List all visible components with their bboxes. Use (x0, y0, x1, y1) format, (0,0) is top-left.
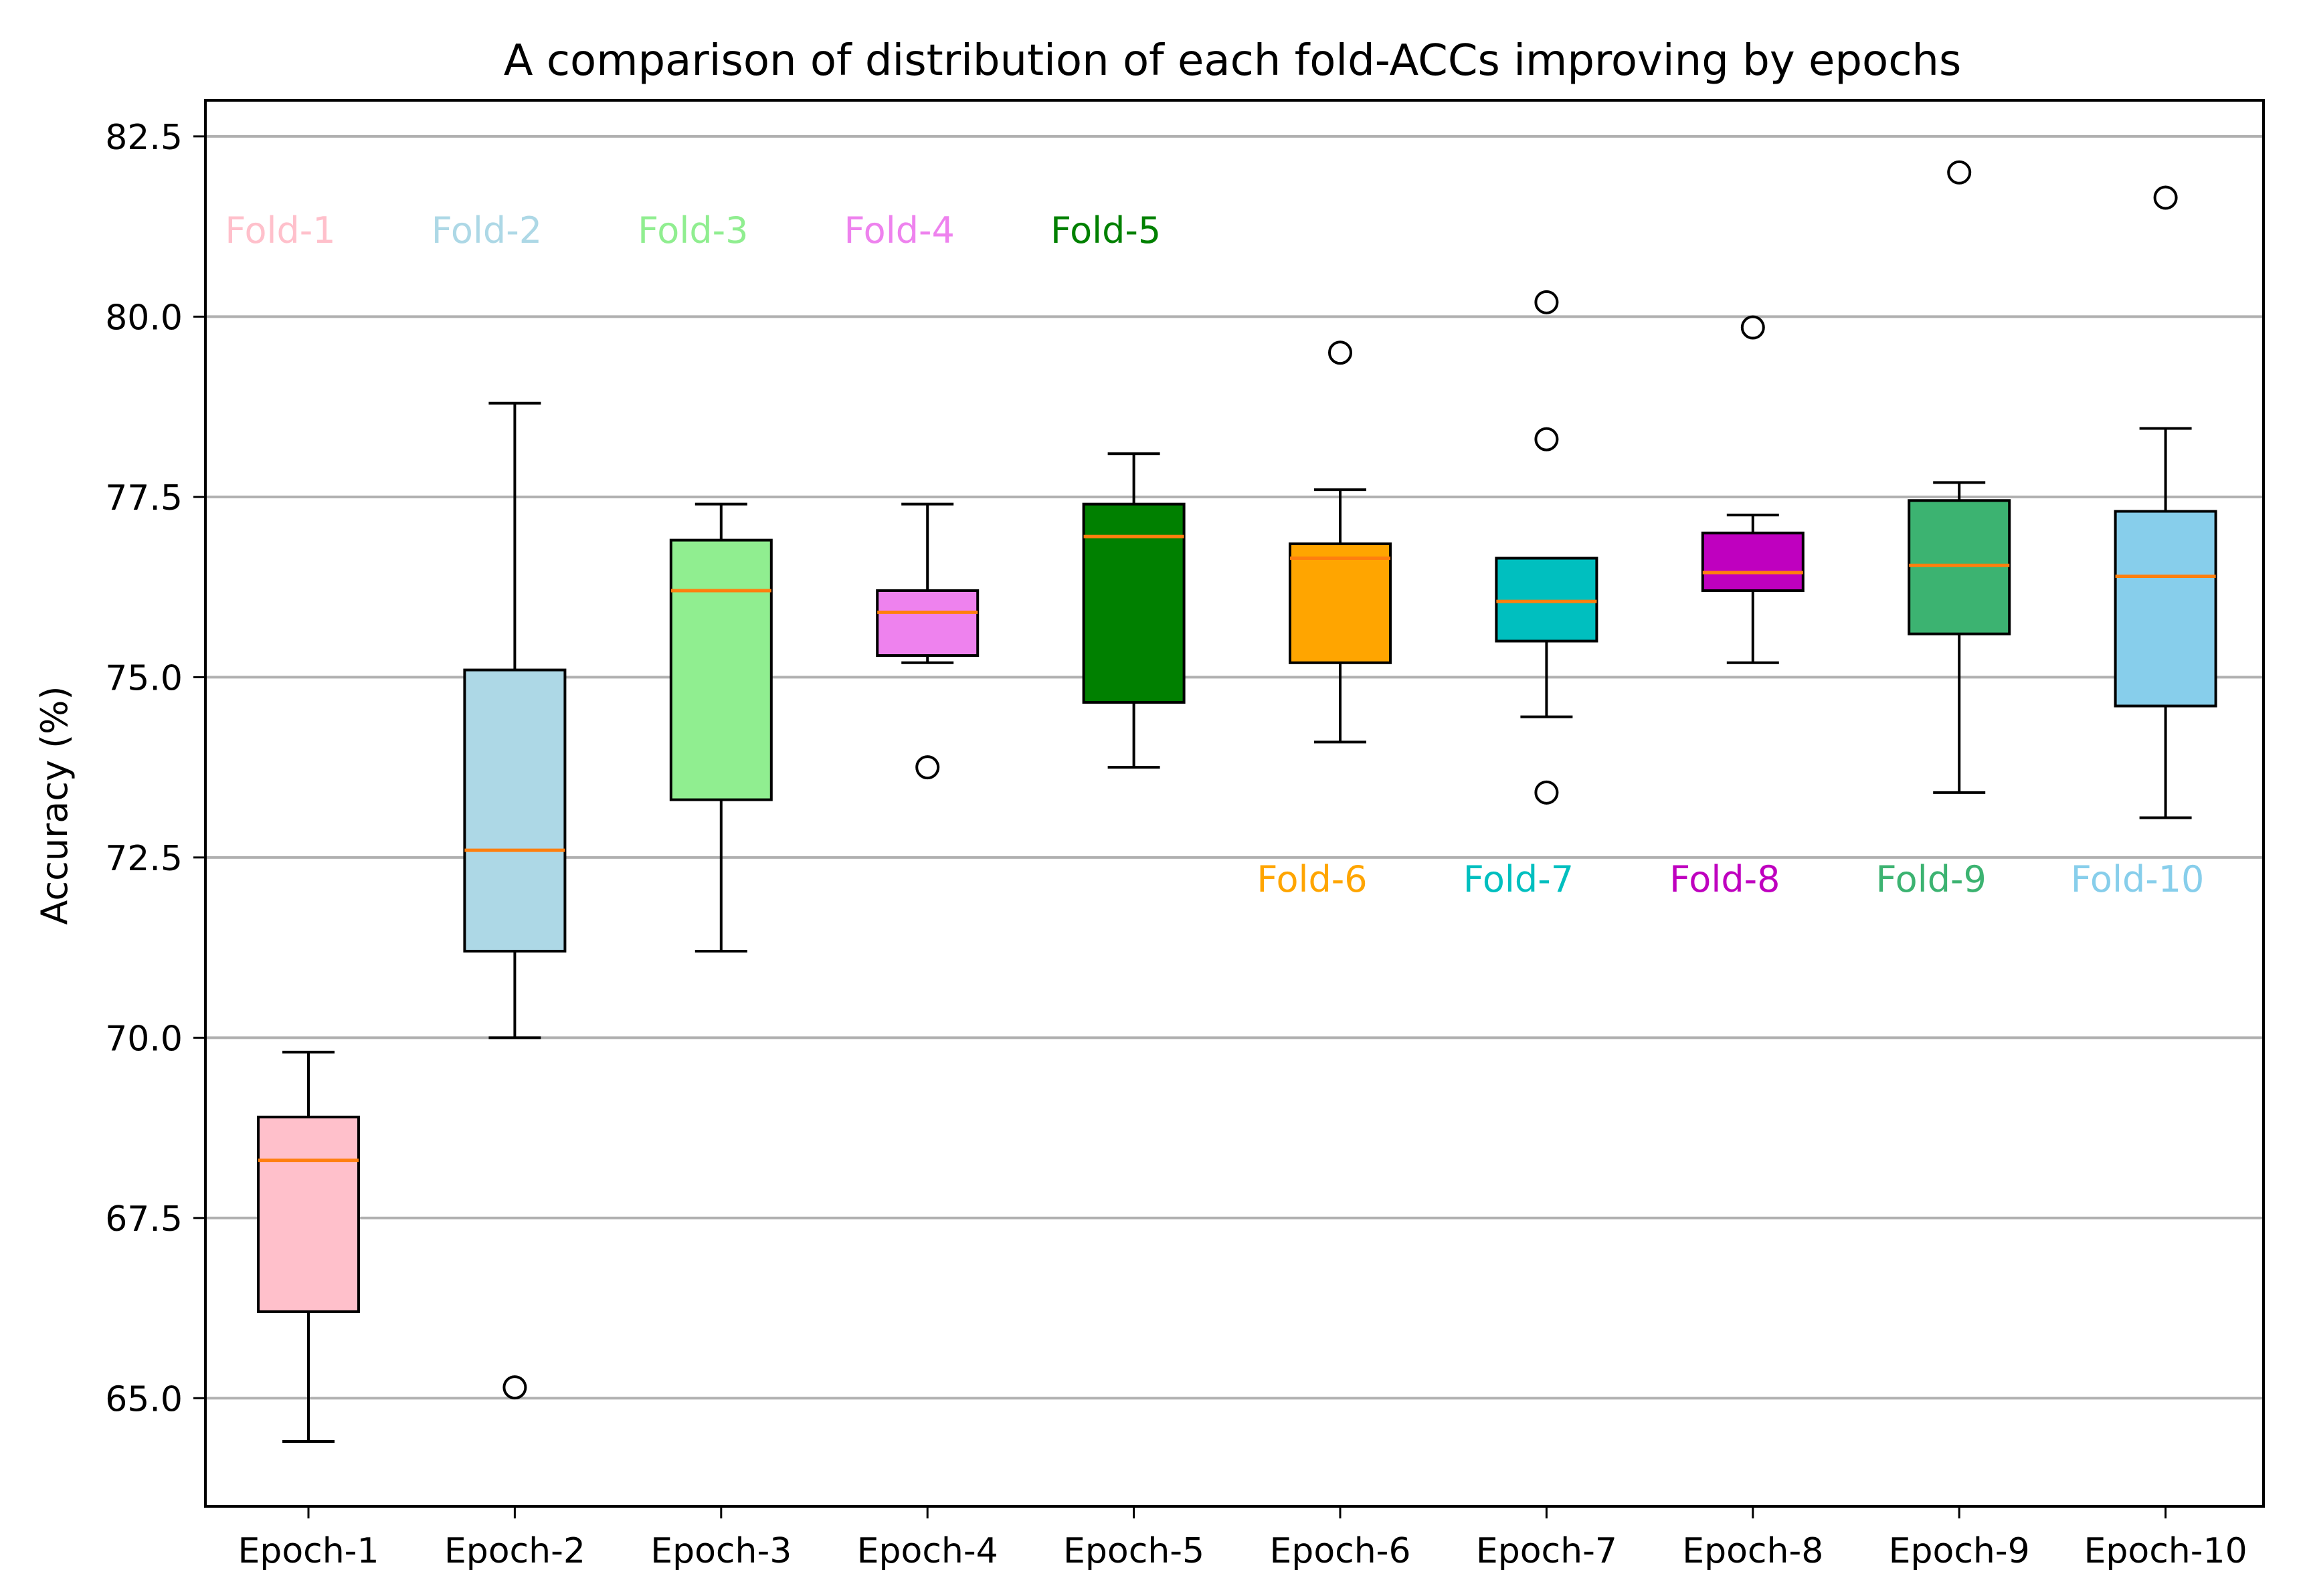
plot-frame (204, 99, 2265, 1508)
y-tick-label: 77.5 (105, 478, 183, 518)
fold-label: Fold-5 (1050, 209, 1161, 252)
chart-title: A comparison of distribution of each fol… (504, 36, 1962, 86)
x-tick-label: Epoch-3 (650, 1531, 792, 1571)
y-tick-label: 67.5 (105, 1199, 183, 1239)
x-tick-label: Epoch-8 (1682, 1531, 1823, 1571)
outlier-point (915, 755, 940, 780)
iqr-box (669, 538, 773, 801)
outlier-point (1740, 315, 1765, 340)
box-epoch-6 (1289, 340, 1392, 744)
y-tick-label: 72.5 (105, 839, 183, 879)
fold-annotations: Fold-1 Fold-2 Fold-3 Fold-4 Fold-5 Fold-6 Fold… (225, 209, 2204, 900)
x-axis-ticks: Epoch-1 Epoch-2 Epoch-3 Epoch-4 Epoch-5 Epoch… (238, 1506, 2247, 1571)
fold-label: Fold-6 (1257, 858, 1367, 900)
box-series (257, 160, 2217, 1443)
iqr-box (2114, 510, 2217, 708)
box-epoch-4 (876, 502, 980, 780)
iqr-box (1289, 542, 1392, 664)
y-axis-ticks: 65.0 67.5 70.0 72.5 75.0 77.5 80.0 82.5 (105, 118, 205, 1419)
fold-label: Fold-8 (1669, 858, 1780, 900)
x-tick-label: Epoch-1 (238, 1531, 379, 1571)
outlier-point (1328, 340, 1352, 365)
y-axis-label: Accuracy (%) (33, 686, 76, 924)
iqr-box (463, 668, 567, 953)
iqr-box (1495, 557, 1598, 643)
box-epoch-8 (1701, 315, 1805, 664)
outlier-point (1534, 427, 1559, 452)
y-tick-label: 75.0 (105, 658, 183, 698)
x-tick-label: Epoch-4 (857, 1531, 998, 1571)
x-tick-label: Epoch-7 (1476, 1531, 1617, 1571)
x-tick-label: Epoch-6 (1269, 1531, 1410, 1571)
box-epoch-5 (1082, 452, 1186, 769)
iqr-box (1701, 531, 1805, 593)
outlier-point (1947, 160, 1972, 185)
outlier-point (2153, 185, 2178, 210)
y-tick-label: 65.0 (105, 1379, 183, 1419)
fold-label: Fold-7 (1463, 858, 1574, 900)
box-epoch-7 (1495, 290, 1598, 805)
box-epoch-1 (257, 1050, 360, 1443)
fold-label: Fold-10 (2071, 858, 2205, 900)
fold-label: Fold-3 (638, 209, 748, 252)
x-tick-label: Epoch-9 (1889, 1531, 2030, 1571)
iqr-box (1908, 499, 2011, 635)
iqr-box (876, 589, 980, 658)
x-tick-label: Epoch-10 (2084, 1531, 2247, 1571)
outlier-point (1534, 780, 1559, 805)
iqr-box (1082, 502, 1186, 704)
box-epoch-2 (463, 401, 567, 1400)
box-epoch-9 (1908, 160, 2011, 794)
fold-label: Fold-1 (225, 209, 335, 252)
x-tick-label: Epoch-2 (444, 1531, 585, 1571)
fold-label: Fold-2 (432, 209, 542, 252)
outlier-point (502, 1375, 527, 1400)
fold-label: Fold-9 (1876, 858, 1987, 900)
fold-label: Fold-4 (844, 209, 955, 252)
y-tick-label: 70.0 (105, 1019, 183, 1059)
box-epoch-10 (2114, 185, 2217, 819)
y-tick-label: 82.5 (105, 118, 183, 158)
x-tick-label: Epoch-5 (1063, 1531, 1204, 1571)
outlier-point (1534, 290, 1559, 314)
box-epoch-3 (669, 502, 773, 953)
iqr-box (257, 1115, 360, 1313)
y-tick-label: 80.0 (105, 298, 183, 338)
